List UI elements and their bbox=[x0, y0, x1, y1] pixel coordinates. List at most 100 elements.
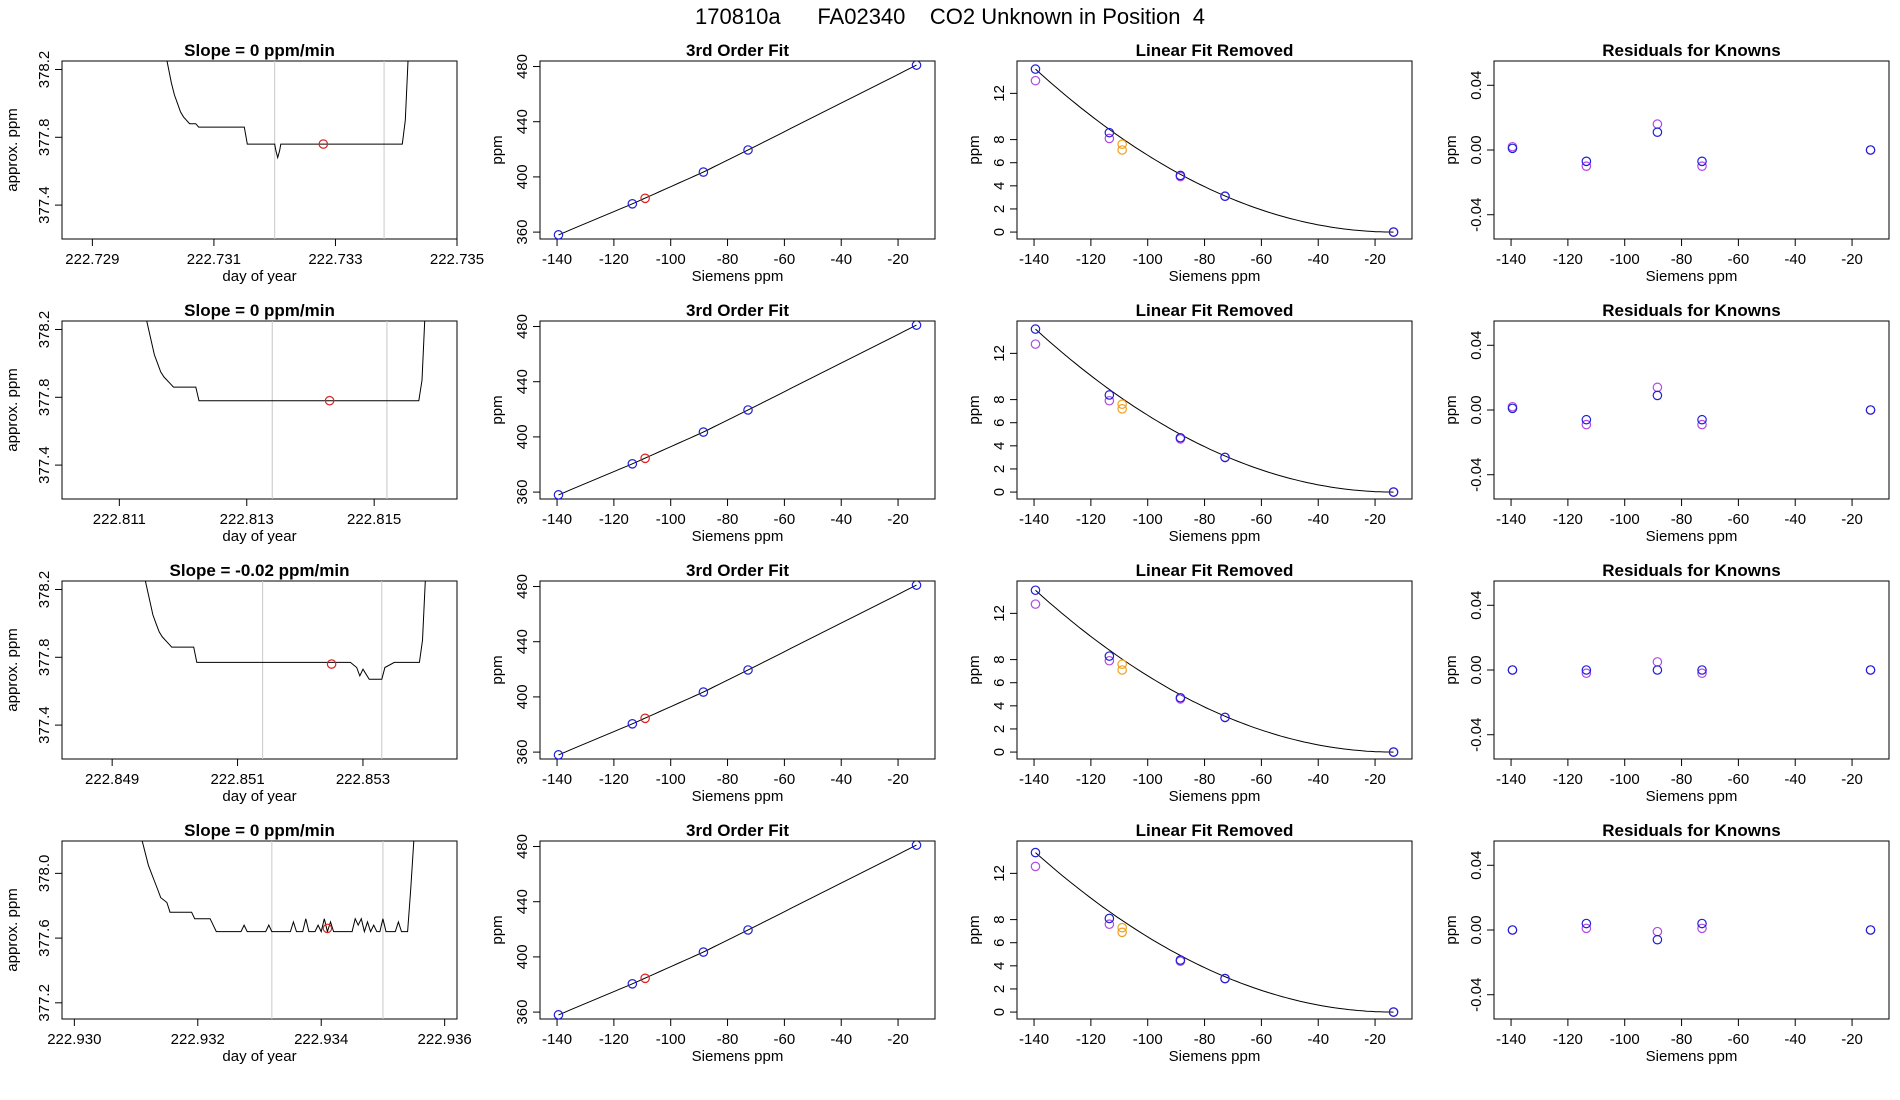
x-tick-label: 222.811 bbox=[93, 511, 146, 528]
x-tick-label: -100 bbox=[656, 251, 686, 268]
y-axis: 0 2 4 6 8 12 bbox=[991, 345, 1017, 496]
y-axis: -0.04 0.00 0.04 bbox=[1468, 851, 1494, 1012]
y-tick-label: 6 bbox=[991, 159, 1008, 167]
x-tick-label: -80 bbox=[1671, 251, 1693, 268]
x-tick-label: 222.813 bbox=[220, 511, 274, 528]
y-tick-label: 377.8 bbox=[36, 119, 53, 157]
x-tick-label: -100 bbox=[1133, 771, 1163, 788]
y-axis-label: ppm bbox=[1443, 915, 1460, 944]
x-tick-label: -120 bbox=[599, 511, 629, 528]
x-tick-label: -20 bbox=[887, 511, 909, 528]
y-tick-label: 4 bbox=[991, 702, 1008, 710]
known-point bbox=[1175, 170, 1186, 181]
known-point bbox=[553, 750, 564, 759]
y-tick-label: 0 bbox=[991, 748, 1008, 756]
panel-r2-c2: 3rd Order Fit -140 -120 -100 -80 -60 -40 -20 Sie… bbox=[489, 301, 936, 545]
plot-frame bbox=[1493, 580, 1890, 760]
y-tick-label: 0 bbox=[991, 228, 1008, 236]
x-tick-label: -140 bbox=[1496, 771, 1526, 788]
panel-title: Residuals for Knowns bbox=[1602, 561, 1781, 580]
x-axis: 222.849 222.851 222.853 bbox=[85, 759, 390, 788]
y-axis-label: ppm bbox=[966, 395, 983, 424]
x-axis-label: Siemens ppm bbox=[692, 528, 784, 545]
y-tick-label: 6 bbox=[991, 939, 1008, 947]
x-tick-label: -60 bbox=[1728, 251, 1750, 268]
y-tick-label: -0.04 bbox=[1468, 198, 1485, 232]
residual-point bbox=[1697, 414, 1707, 425]
x-tick-label: -60 bbox=[774, 771, 796, 788]
x-tick-label: -140 bbox=[1496, 1031, 1526, 1048]
panel-r2-c1: Slope = 0 ppm/min 222.811 222.813 222.815 da… bbox=[4, 301, 458, 545]
y-tick-label: 2 bbox=[991, 985, 1008, 993]
x-tick-label: -140 bbox=[542, 771, 572, 788]
x-tick-label: -40 bbox=[1784, 511, 1806, 528]
residual-point bbox=[1507, 665, 1518, 675]
y-tick-label: 0 bbox=[991, 1008, 1008, 1016]
known-point bbox=[698, 687, 709, 697]
x-tick-label: -40 bbox=[1307, 771, 1329, 788]
mean-point bbox=[318, 139, 329, 149]
x-tick-label: -80 bbox=[1194, 251, 1216, 268]
residual-point-alt bbox=[1697, 923, 1707, 934]
plot-area bbox=[144, 581, 426, 759]
y-axis: 0 2 4 6 8 12 bbox=[991, 865, 1017, 1016]
x-tick-label: -40 bbox=[1307, 1031, 1329, 1048]
y-tick-label: 0.04 bbox=[1468, 591, 1485, 620]
panel-title: Slope = -0.02 ppm/min bbox=[170, 561, 350, 580]
unknown-point bbox=[1117, 922, 1127, 933]
y-axis-label: approx. ppm bbox=[4, 368, 21, 451]
x-tick-label: -100 bbox=[656, 511, 686, 528]
residual-point bbox=[1581, 414, 1592, 425]
x-axis: -140 -120 -100 -80 -60 -40 -20 bbox=[542, 499, 909, 528]
y-axis: -0.04 0.00 0.04 bbox=[1468, 71, 1494, 232]
y-axis: 360 400 440 480 bbox=[514, 54, 540, 245]
plot-frame bbox=[539, 320, 936, 500]
y-tick-label: 2 bbox=[991, 465, 1008, 473]
x-axis: 222.811 222.813 222.815 bbox=[93, 499, 401, 528]
known-point bbox=[1220, 191, 1230, 202]
x-tick-label: -100 bbox=[1610, 771, 1640, 788]
y-tick-label: 360 bbox=[514, 480, 531, 505]
plot-frame bbox=[61, 320, 458, 500]
x-tick-label: -140 bbox=[1019, 1031, 1049, 1048]
y-axis-label: ppm bbox=[966, 655, 983, 684]
y-tick-label: 400 bbox=[514, 424, 531, 449]
x-tick-label: 222.851 bbox=[210, 771, 264, 788]
x-axis: 222.729 222.731 222.733 222.735 bbox=[65, 239, 484, 268]
x-tick-label: -120 bbox=[1553, 771, 1583, 788]
trace-line bbox=[141, 841, 415, 934]
plot-frame bbox=[1493, 840, 1890, 1020]
y-axis: 0 2 4 6 8 12 bbox=[991, 85, 1017, 236]
x-tick-label: -20 bbox=[887, 771, 909, 788]
trace-line bbox=[144, 581, 426, 680]
x-tick-label: -100 bbox=[656, 771, 686, 788]
y-axis: 377.4 377.8 378.2 bbox=[36, 51, 62, 224]
x-tick-label: -120 bbox=[599, 251, 629, 268]
known-point bbox=[553, 230, 564, 239]
x-tick-label: -140 bbox=[1496, 511, 1526, 528]
x-tick-label: -100 bbox=[1610, 1031, 1640, 1048]
x-tick-label: -40 bbox=[1784, 251, 1806, 268]
plot-area bbox=[553, 61, 922, 239]
x-tick-label: -60 bbox=[1251, 771, 1273, 788]
y-tick-label: 0.04 bbox=[1468, 851, 1485, 880]
x-tick-label: -100 bbox=[1610, 251, 1640, 268]
plot-area bbox=[141, 841, 415, 1019]
x-axis-label: day of year bbox=[222, 1048, 296, 1065]
x-axis-label: Siemens ppm bbox=[1169, 1048, 1261, 1065]
y-tick-label: 377.4 bbox=[36, 706, 53, 744]
x-tick-label: -20 bbox=[1841, 511, 1863, 528]
x-axis-label: day of year bbox=[222, 528, 296, 545]
residual-point bbox=[1865, 665, 1876, 675]
panel-r1-c2: 3rd Order Fit -140 -120 -100 -80 -60 -40 -20 Sie… bbox=[489, 41, 936, 285]
trace-line bbox=[166, 61, 409, 160]
x-axis-label: day of year bbox=[222, 788, 296, 805]
known-point bbox=[1030, 847, 1041, 858]
x-tick-label: -140 bbox=[1019, 251, 1049, 268]
x-tick-label: -20 bbox=[1841, 1031, 1863, 1048]
y-tick-label: 377.8 bbox=[36, 379, 53, 417]
y-axis: -0.04 0.00 0.04 bbox=[1468, 331, 1494, 492]
known-point-alt bbox=[1104, 395, 1115, 406]
known-point bbox=[698, 947, 709, 957]
panel-r2-c3: Linear Fit Removed-140 -120 -100 -80 -60 -40-… bbox=[966, 301, 1413, 545]
